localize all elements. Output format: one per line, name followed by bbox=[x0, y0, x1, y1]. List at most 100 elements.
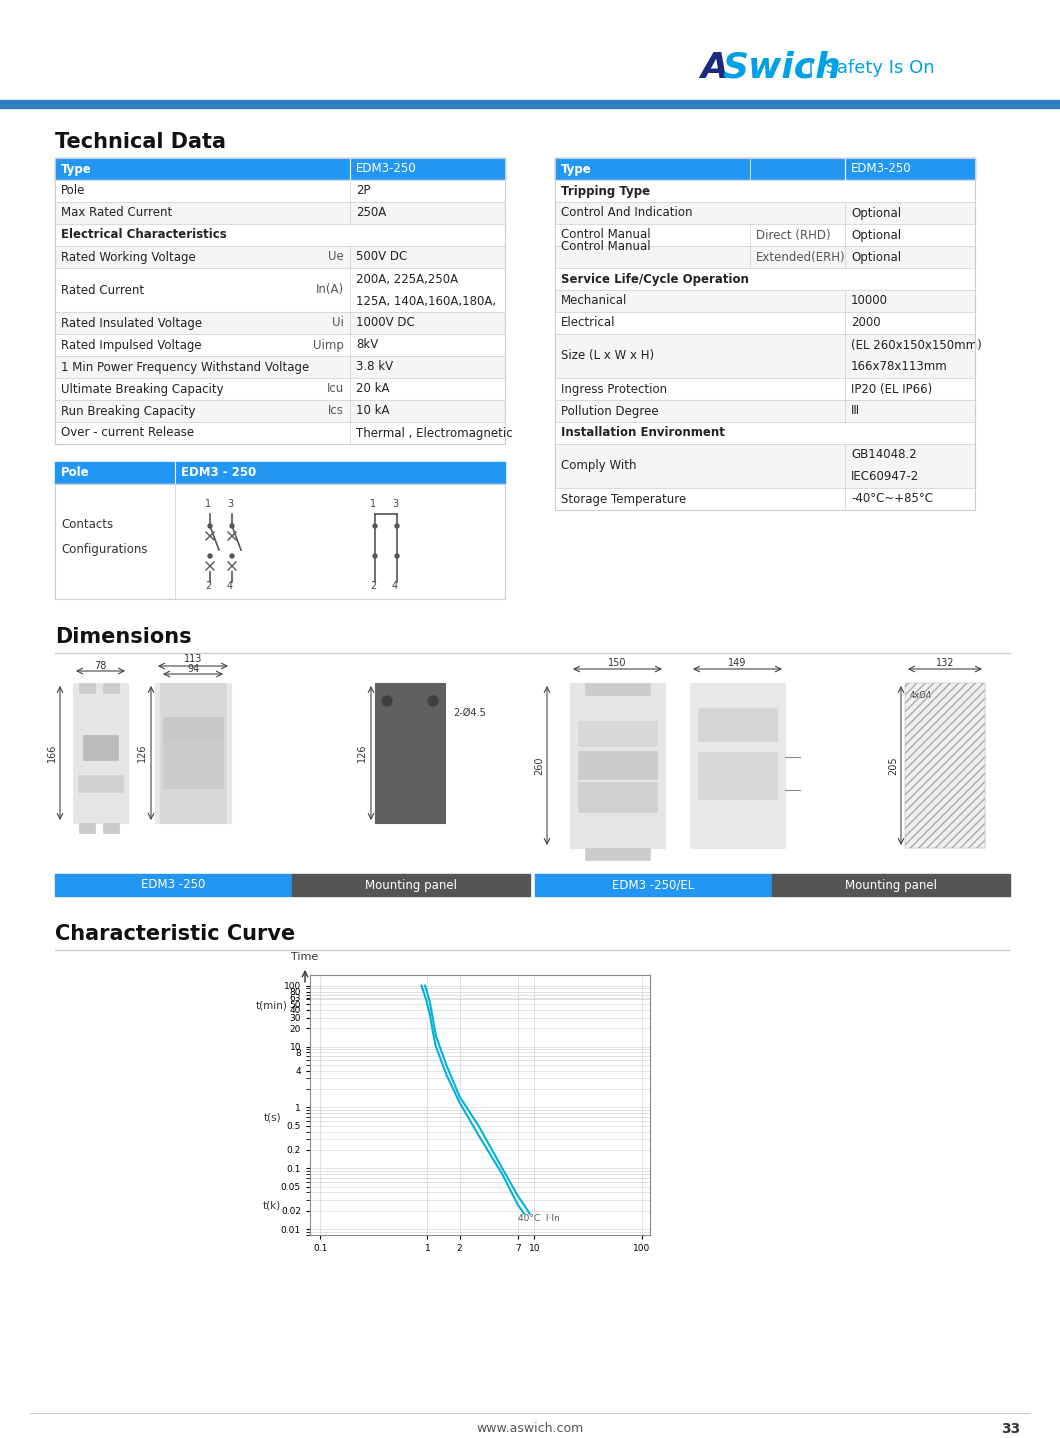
Text: 1 Min Power Frequency Withstand Voltage: 1 Min Power Frequency Withstand Voltage bbox=[61, 361, 310, 374]
Text: In(A): In(A) bbox=[316, 283, 344, 296]
Bar bbox=[103, 823, 119, 833]
Bar bbox=[292, 874, 530, 896]
Text: 3: 3 bbox=[392, 499, 399, 509]
Circle shape bbox=[395, 554, 399, 558]
Text: 2000: 2000 bbox=[851, 316, 881, 329]
Text: EDM3 -250: EDM3 -250 bbox=[141, 879, 206, 892]
Bar bbox=[55, 485, 505, 600]
Bar bbox=[585, 683, 650, 695]
Text: Optional: Optional bbox=[851, 229, 901, 242]
Bar bbox=[163, 716, 223, 742]
Text: Pole: Pole bbox=[61, 466, 90, 479]
Text: Rated Current: Rated Current bbox=[61, 283, 144, 296]
Text: Time: Time bbox=[292, 952, 319, 962]
Bar bbox=[585, 848, 650, 860]
Bar bbox=[905, 683, 985, 848]
Text: 10 kA: 10 kA bbox=[356, 404, 389, 417]
Text: Swich: Swich bbox=[722, 50, 841, 85]
Bar bbox=[55, 462, 505, 485]
Text: Dimensions: Dimensions bbox=[55, 627, 192, 647]
Bar bbox=[55, 485, 505, 600]
Text: Tripping Type: Tripping Type bbox=[561, 184, 650, 197]
Text: 166x78x113mm: 166x78x113mm bbox=[851, 361, 948, 374]
Text: Icu: Icu bbox=[326, 383, 345, 395]
Text: t(min): t(min) bbox=[257, 999, 288, 1009]
Text: 2-Ø4.5: 2-Ø4.5 bbox=[453, 707, 485, 718]
Text: Configurations: Configurations bbox=[61, 542, 147, 555]
Bar bbox=[55, 421, 505, 444]
Text: Uimp: Uimp bbox=[313, 338, 344, 351]
Bar bbox=[55, 158, 505, 444]
Text: 149: 149 bbox=[728, 659, 746, 669]
Bar bbox=[578, 720, 657, 746]
Bar bbox=[55, 661, 530, 871]
Bar bbox=[697, 707, 777, 741]
Text: Size (L x W x H): Size (L x W x H) bbox=[561, 349, 654, 362]
Text: 205: 205 bbox=[888, 756, 898, 775]
Bar bbox=[55, 378, 505, 400]
Text: 8kV: 8kV bbox=[356, 338, 378, 351]
Circle shape bbox=[428, 696, 438, 706]
Circle shape bbox=[208, 554, 212, 558]
Text: Optional: Optional bbox=[851, 250, 901, 263]
Bar bbox=[78, 775, 123, 792]
Text: 126: 126 bbox=[357, 743, 367, 762]
Text: EDM3-250: EDM3-250 bbox=[356, 162, 417, 175]
Bar bbox=[555, 444, 975, 487]
Bar bbox=[55, 334, 505, 357]
Text: 113: 113 bbox=[183, 654, 202, 664]
Bar bbox=[555, 246, 975, 267]
Text: Ⅲ: Ⅲ bbox=[851, 404, 859, 417]
Bar bbox=[55, 224, 505, 246]
Text: www.aswich.com: www.aswich.com bbox=[476, 1422, 584, 1435]
Bar bbox=[55, 874, 292, 896]
Text: EDM3-250: EDM3-250 bbox=[851, 162, 912, 175]
Circle shape bbox=[373, 523, 377, 528]
Text: 132: 132 bbox=[936, 659, 954, 669]
Text: Max Rated Current: Max Rated Current bbox=[61, 207, 172, 220]
Bar bbox=[905, 683, 985, 848]
Bar bbox=[570, 683, 665, 848]
Bar bbox=[80, 823, 95, 833]
Text: 1: 1 bbox=[370, 499, 376, 509]
Text: Run Breaking Capacity: Run Breaking Capacity bbox=[61, 404, 195, 417]
Text: Thermal , Electromagnetic: Thermal , Electromagnetic bbox=[356, 427, 513, 440]
Bar bbox=[55, 201, 505, 224]
Bar bbox=[555, 180, 975, 201]
Bar bbox=[555, 421, 975, 444]
Bar bbox=[555, 312, 975, 334]
Text: 2: 2 bbox=[205, 581, 211, 591]
Bar bbox=[555, 400, 975, 421]
Text: -40°C~+85°C: -40°C~+85°C bbox=[851, 492, 933, 506]
Bar bbox=[375, 683, 445, 823]
Circle shape bbox=[373, 554, 377, 558]
Text: Control And Indication: Control And Indication bbox=[561, 207, 692, 220]
Bar bbox=[578, 751, 657, 779]
Bar bbox=[55, 246, 505, 267]
Text: Storage Temperature: Storage Temperature bbox=[561, 492, 686, 506]
Text: Ui: Ui bbox=[332, 316, 344, 329]
Text: 40°C  I·In: 40°C I·In bbox=[518, 1214, 560, 1222]
Text: t(k): t(k) bbox=[263, 1199, 281, 1209]
Text: 4xØ4: 4xØ4 bbox=[909, 690, 932, 699]
Text: IEC60947-2: IEC60947-2 bbox=[851, 470, 919, 483]
Text: 33: 33 bbox=[1001, 1422, 1020, 1437]
Text: Ingress Protection: Ingress Protection bbox=[561, 383, 667, 395]
Text: Comply With: Comply With bbox=[561, 460, 636, 473]
Bar bbox=[535, 874, 772, 896]
Text: Mounting panel: Mounting panel bbox=[845, 879, 937, 892]
Bar bbox=[555, 290, 975, 312]
Bar bbox=[80, 683, 95, 693]
Text: 4: 4 bbox=[227, 581, 233, 591]
Circle shape bbox=[395, 523, 399, 528]
Bar bbox=[555, 267, 975, 290]
Text: 125A, 140A,160A,180A,: 125A, 140A,160A,180A, bbox=[356, 295, 496, 308]
Bar bbox=[555, 334, 975, 378]
Bar bbox=[690, 683, 785, 848]
Bar bbox=[555, 201, 975, 224]
Text: 126: 126 bbox=[137, 743, 147, 762]
Bar bbox=[55, 180, 505, 201]
Text: IP20 (EL IP66): IP20 (EL IP66) bbox=[851, 383, 932, 395]
Circle shape bbox=[382, 696, 392, 706]
Text: 500V DC: 500V DC bbox=[356, 250, 407, 263]
